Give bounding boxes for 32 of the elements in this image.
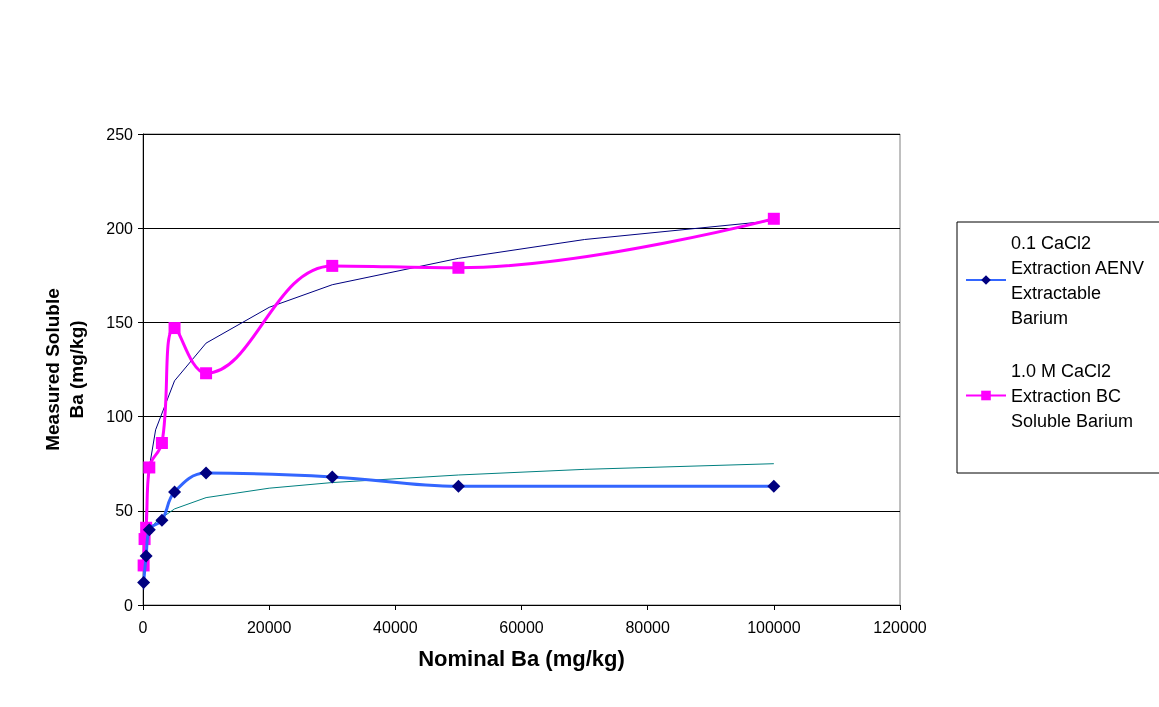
point	[168, 485, 182, 499]
y-tick-label: 250	[106, 125, 134, 143]
point	[767, 212, 780, 225]
point	[155, 513, 169, 527]
x-tick-label: 80000	[625, 618, 671, 636]
point	[155, 436, 168, 449]
point	[139, 549, 153, 563]
point	[143, 461, 156, 474]
point	[451, 479, 465, 493]
point	[326, 259, 339, 272]
y-tick-label: 200	[106, 219, 134, 237]
y-tick-label: 100	[106, 408, 134, 426]
y-axis-title: Measured Soluble Ba (mg/kg)	[41, 288, 87, 451]
x-tick-label: 120000	[873, 618, 927, 636]
x-tick-label: 60000	[499, 618, 544, 636]
legend-label: 1.0 M CaCl2 Extraction BC Soluble Barium	[1011, 360, 1134, 431]
x-tick-label: 20000	[246, 618, 292, 636]
x-tick-label: 40000	[373, 618, 418, 636]
point	[200, 367, 213, 380]
x-axis-title: Nominal Ba (mg/kg)	[418, 645, 625, 671]
point	[767, 479, 781, 493]
y-tick-label: 150	[106, 313, 134, 331]
point	[452, 261, 465, 274]
y-tick-label: 0	[124, 596, 134, 614]
legend-label: 0.1 CaCl2 Extraction AENV Extractable Barium	[1011, 232, 1150, 328]
point	[137, 575, 151, 589]
x-tick-label: 0	[138, 618, 148, 636]
x-tick-label: 100000	[747, 618, 801, 636]
y-tick-label: 50	[115, 502, 134, 520]
point	[168, 322, 181, 335]
point	[199, 466, 213, 480]
point	[325, 470, 339, 484]
